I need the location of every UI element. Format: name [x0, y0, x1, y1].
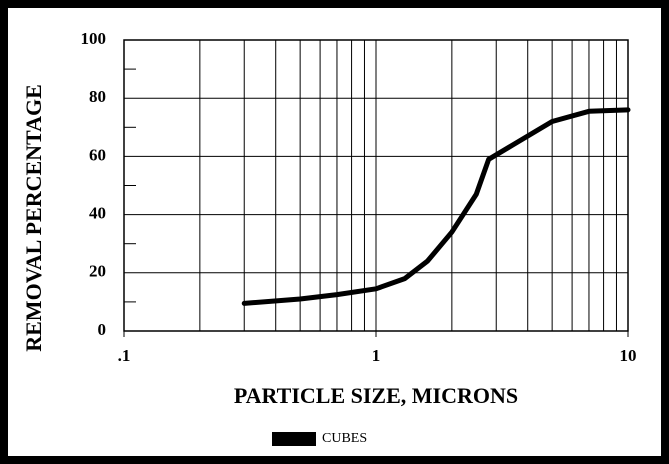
- y-tick-label: 40: [89, 204, 106, 223]
- plot-frame: [123, 39, 629, 332]
- x-tick-label: .1: [118, 346, 131, 365]
- y-tick-label: 80: [89, 87, 106, 106]
- y-tick-label: 60: [89, 145, 106, 164]
- x-tick-label: 1: [372, 346, 381, 365]
- y-tick-label: 20: [89, 262, 106, 281]
- y-tick-label: 0: [98, 320, 107, 339]
- data-line: [241, 107, 631, 306]
- x-tick-label: 10: [620, 346, 637, 365]
- legend-swatch: [272, 432, 316, 446]
- legend-label: CUBES: [322, 431, 367, 446]
- y-axis-label: REMOVAL PERCENTAGE: [21, 84, 46, 352]
- x-axis-label: PARTICLE SIZE, MICRONS: [234, 383, 518, 408]
- y-tick-label: 100: [81, 29, 107, 48]
